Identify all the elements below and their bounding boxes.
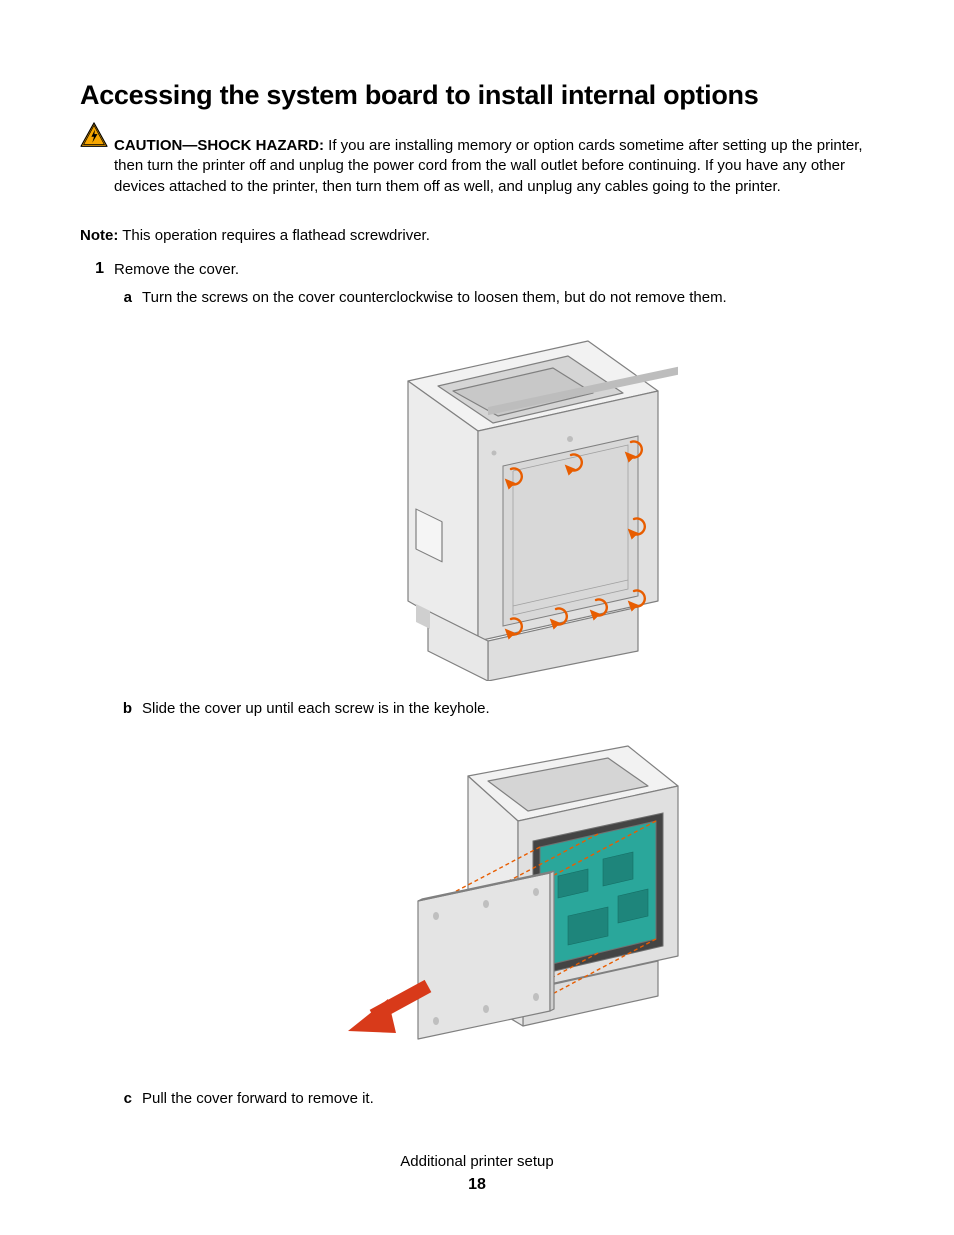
page-heading: Accessing the system board to install in… (80, 80, 874, 111)
step-item: 1 Remove the cover. a Turn the screws on… (80, 260, 874, 1113)
substep-letter: b (114, 699, 132, 719)
substep-item: b Slide the cover up until each screw is… (114, 699, 874, 1085)
step-number: 1 (80, 260, 104, 278)
footer-page-number: 18 (80, 1176, 874, 1194)
footer-section-title: Additional printer setup (80, 1153, 874, 1170)
substeps-list: a Turn the screws on the cover countercl… (114, 288, 874, 1109)
substep-text: Turn the screws on the cover countercloc… (142, 289, 727, 306)
note-lead: Note: (80, 227, 118, 244)
document-page: Accessing the system board to install in… (0, 0, 954, 1234)
substep-item: a Turn the screws on the cover countercl… (114, 288, 874, 694)
figure-printer-back-screws (142, 321, 874, 681)
substep-text: Slide the cover up until each screw is i… (142, 700, 490, 717)
steps-list: 1 Remove the cover. a Turn the screws on… (80, 260, 874, 1113)
substep-letter: a (114, 288, 132, 308)
substep-item: c Pull the cover forward to remove it. (114, 1089, 874, 1109)
substep-body: Slide the cover up until each screw is i… (142, 699, 874, 1085)
caution-shock-icon (80, 122, 108, 148)
note-line: Note: This operation requires a flathead… (80, 226, 874, 246)
caution-lead: CAUTION—SHOCK HAZARD: (114, 137, 324, 154)
substep-letter: c (114, 1089, 132, 1109)
figure-printer-cover-slide (142, 731, 874, 1071)
caution-text: CAUTION—SHOCK HAZARD: If you are install… (114, 136, 874, 197)
caution-block: CAUTION—SHOCK HAZARD: If you are install… (80, 121, 874, 212)
substep-body: Pull the cover forward to remove it. (142, 1089, 874, 1109)
substep-body: Turn the screws on the cover countercloc… (142, 288, 874, 694)
step-body: Remove the cover. a Turn the screws on t… (114, 260, 874, 1113)
page-footer: Additional printer setup 18 (80, 1153, 874, 1194)
note-body: This operation requires a flathead screw… (118, 227, 430, 244)
step-text: Remove the cover. (114, 261, 239, 278)
substep-text: Pull the cover forward to remove it. (142, 1090, 374, 1107)
